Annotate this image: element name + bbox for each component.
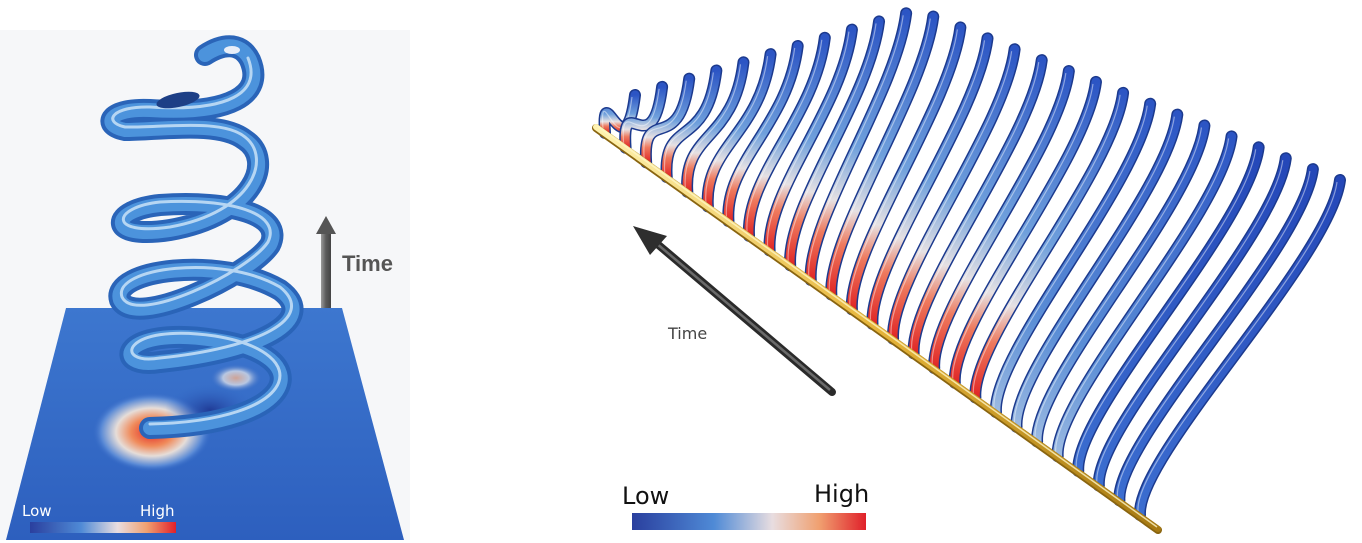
blade-strand-highlight bbox=[622, 88, 660, 144]
right-legend-low: Low bbox=[622, 482, 669, 510]
blade-strand bbox=[765, 25, 857, 256]
blade-strand-highlight bbox=[787, 23, 877, 262]
blade-strand-highlight bbox=[808, 15, 904, 276]
warm-spot bbox=[210, 364, 262, 392]
blade-strand-highlight bbox=[931, 72, 1067, 365]
left-colorbar bbox=[30, 522, 176, 533]
diagonal-arrow-icon bbox=[633, 226, 836, 396]
blade-strand bbox=[909, 55, 1047, 358]
blade-strand-highlight bbox=[869, 40, 986, 321]
blade-strand bbox=[867, 33, 992, 329]
blade-strand-highlight bbox=[849, 29, 958, 306]
right-colorbar-legend: Low High bbox=[622, 480, 869, 530]
blade-strand bbox=[1032, 121, 1209, 447]
blade-strand bbox=[1114, 164, 1318, 505]
blade-strand bbox=[682, 57, 748, 197]
left-legend-low: Low bbox=[22, 502, 52, 520]
surface-blades bbox=[598, 7, 1346, 521]
blade-strand-highlight bbox=[828, 18, 931, 291]
blade-strand-highlight bbox=[1013, 116, 1175, 423]
right-panel: Time Low High bbox=[592, 7, 1346, 534]
blade-strand bbox=[641, 74, 694, 167]
blade-strand-highlight bbox=[746, 39, 823, 232]
blade-strand bbox=[970, 88, 1128, 402]
blade-strand-highlight bbox=[1055, 138, 1230, 453]
up-arrow-icon bbox=[316, 216, 336, 308]
blade-strand-highlight bbox=[911, 62, 1040, 350]
blade-strand bbox=[744, 33, 830, 241]
blade-strand bbox=[1135, 175, 1345, 520]
right-colorbar bbox=[632, 513, 866, 530]
blade-strand-highlight bbox=[993, 105, 1148, 409]
blade-strand-highlight bbox=[684, 64, 742, 188]
blade-strand bbox=[1053, 131, 1237, 461]
base-rod bbox=[592, 124, 1162, 534]
blade-strand-highlight bbox=[643, 80, 687, 159]
left-panel: Time Low High bbox=[0, 30, 410, 540]
blade-strand bbox=[1094, 153, 1291, 491]
left-time-label: Time bbox=[342, 251, 393, 276]
blade-strand bbox=[1012, 110, 1182, 432]
blade-strand-highlight bbox=[1137, 181, 1338, 512]
blade-strand bbox=[929, 66, 1074, 373]
blade-strand-highlight bbox=[725, 47, 796, 218]
right-time-label: Time bbox=[667, 324, 707, 343]
right-legend-high: High bbox=[814, 480, 869, 508]
blade-strand-highlight bbox=[1034, 127, 1203, 438]
blade-strand bbox=[723, 41, 803, 226]
blade-strand bbox=[785, 16, 884, 270]
tube-top-cap-rim bbox=[224, 46, 240, 54]
blade-strand-highlight bbox=[705, 56, 769, 203]
blade-strand bbox=[620, 82, 667, 153]
blade-strand bbox=[950, 77, 1101, 388]
blade-strand-highlight bbox=[1116, 171, 1311, 497]
blade-strand-highlight bbox=[663, 72, 714, 174]
blade-strand bbox=[991, 99, 1155, 417]
blade-strand-highlight bbox=[890, 51, 1013, 335]
blade-strand bbox=[1073, 142, 1264, 476]
blade-strand-highlight bbox=[952, 83, 1094, 379]
helix-tube bbox=[100, 35, 304, 439]
blade-strand-highlight bbox=[1096, 160, 1284, 482]
blade-strand bbox=[888, 44, 1020, 344]
left-colorbar-legend: Low High bbox=[22, 502, 176, 533]
tube-top-cap bbox=[156, 91, 200, 109]
blade-strand-highlight bbox=[1075, 149, 1257, 467]
blade-strand bbox=[847, 22, 965, 314]
blade-strand-highlight bbox=[972, 94, 1121, 394]
blade-strand bbox=[703, 49, 776, 211]
blade-strand bbox=[662, 65, 721, 182]
blade-strand bbox=[826, 12, 938, 300]
left-legend-high: High bbox=[140, 502, 174, 520]
blade-strand bbox=[806, 8, 911, 285]
blade-strand-highlight bbox=[767, 31, 850, 247]
